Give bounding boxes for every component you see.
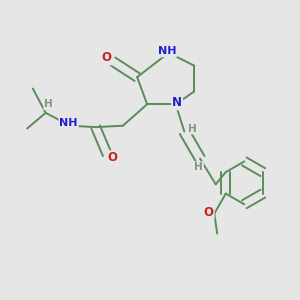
Text: O: O — [102, 52, 112, 64]
Text: H: H — [44, 99, 53, 109]
Text: O: O — [107, 151, 117, 164]
Text: H: H — [188, 124, 197, 134]
Text: N: N — [172, 96, 182, 109]
Text: O: O — [204, 206, 214, 219]
Text: NH: NH — [158, 46, 176, 56]
Text: H: H — [194, 162, 203, 172]
Text: NH: NH — [59, 118, 78, 128]
